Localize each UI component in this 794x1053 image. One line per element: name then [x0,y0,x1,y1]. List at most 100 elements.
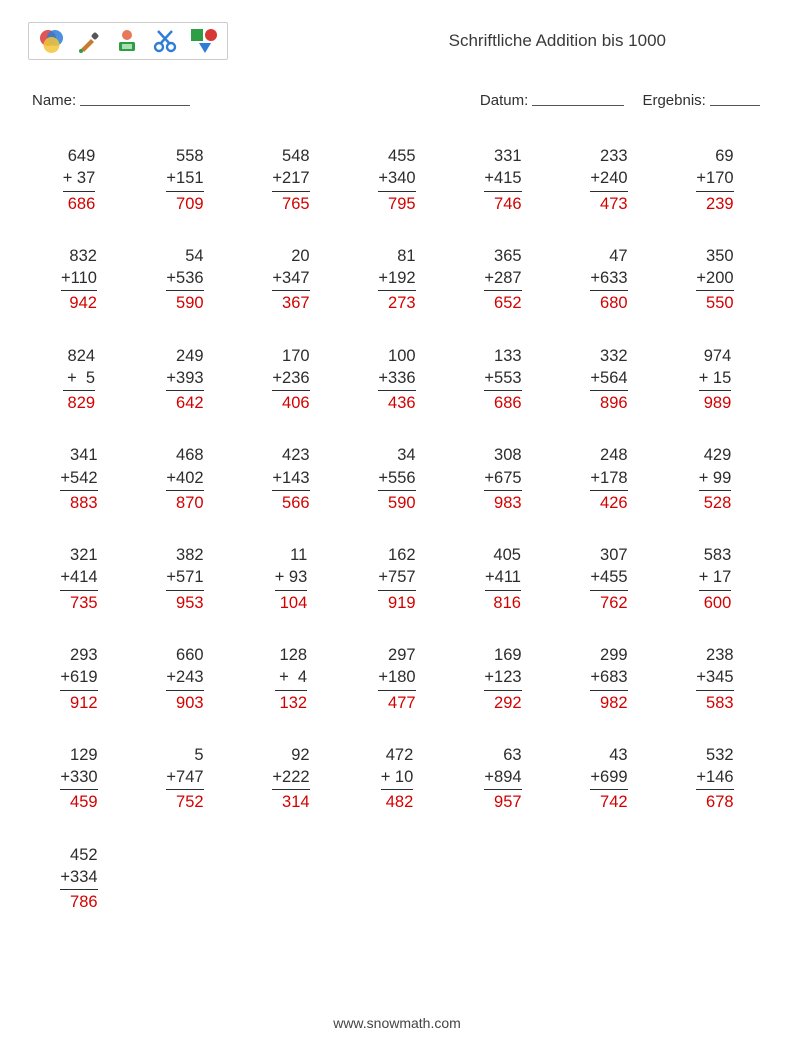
addend-bottom: +123 [484,666,521,690]
footer-url: www.snowmath.com [0,1015,794,1031]
addend-bottom: +699 [590,766,627,790]
sum-answer: 590 [378,491,415,514]
sum-answer: 652 [484,291,521,314]
addend-top: 423 [272,444,309,466]
sum-answer: 550 [696,291,733,314]
addend-top: 974 [699,345,732,367]
sum-answer: 896 [590,391,627,414]
sum-answer: 982 [590,691,627,714]
addend-top: 92 [272,744,309,766]
problem-stack: 69+170 239 [696,145,733,215]
tool-icon-box [28,22,228,60]
addend-bottom: +536 [166,267,203,291]
sum-answer: 426 [590,491,627,514]
problem-stack: 293+619 912 [60,644,97,714]
problem-stack: 452+334 786 [60,844,97,914]
addend-bottom: +757 [378,566,415,590]
sum-answer: 104 [275,591,308,614]
addend-bottom: +683 [590,666,627,690]
addend-bottom: +553 [484,367,521,391]
addition-problem: 297+180 477 [344,644,450,714]
sum-answer: 786 [60,890,97,913]
addend-top: 365 [484,245,521,267]
sum-answer: 367 [272,291,309,314]
addition-problem: 455+340 795 [344,145,450,215]
addition-problem: 365+287 652 [450,245,556,315]
addend-bottom: +192 [378,267,415,291]
addend-bottom: +455 [590,566,627,590]
addend-top: 63 [484,744,521,766]
addend-bottom: + 99 [699,467,732,491]
addend-top: 162 [378,544,415,566]
scissors-icon [151,27,179,55]
sum-answer: 482 [381,790,414,813]
addition-problem: 5+747 752 [132,744,238,814]
problem-stack: 649+ 37 686 [63,145,96,215]
sum-answer: 752 [166,790,203,813]
addend-bottom: +240 [590,167,627,191]
addend-top: 548 [272,145,309,167]
addend-bottom: +180 [378,666,415,690]
problem-stack: 63+894 957 [484,744,521,814]
sum-answer: 132 [275,691,307,714]
problem-stack: 832+110 942 [61,245,97,315]
problem-stack: 162+757 919 [378,544,415,614]
problem-stack: 429+ 99 528 [699,444,732,514]
addend-top: 100 [378,345,415,367]
addition-problem: 11+ 93 104 [238,544,344,614]
addend-top: 532 [696,744,733,766]
addition-problem: 824+ 5 829 [26,345,132,415]
sum-answer: 680 [590,291,627,314]
addend-bottom: +336 [378,367,415,391]
addition-problem: 452+334 786 [26,844,132,914]
addend-bottom: +243 [166,666,203,690]
problem-stack: 423+143 566 [272,444,309,514]
addend-bottom: +170 [696,167,733,191]
addend-top: 558 [166,145,203,167]
addend-top: 299 [590,644,627,666]
addition-problem: 332+564 896 [556,345,662,415]
problem-stack: 365+287 652 [484,245,521,315]
addition-problem: 63+894 957 [450,744,556,814]
datum-underline [532,105,624,106]
addend-top: 332 [590,345,627,367]
sum-answer: 957 [484,790,521,813]
problem-stack: 233+240 473 [590,145,627,215]
addend-top: 308 [484,444,521,466]
problem-stack: 54+536 590 [166,245,203,315]
problem-stack: 128+ 4 132 [275,644,307,714]
problem-stack: 92+222 314 [272,744,309,814]
sum-answer: 903 [166,691,203,714]
problem-stack: 468+402 870 [166,444,203,514]
problem-stack: 472+ 10 482 [381,744,414,814]
addend-bottom: +402 [166,467,203,491]
addition-problem: 307+455 762 [556,544,662,614]
addend-bottom: +334 [60,866,97,890]
problem-stack: 129+330 459 [60,744,97,814]
addend-bottom: + 4 [275,666,307,690]
addition-problem: 532+146 678 [662,744,768,814]
addend-top: 133 [484,345,521,367]
addend-bottom: +330 [60,766,97,790]
problem-stack: 341+542 883 [60,444,97,514]
addend-bottom: +542 [60,467,97,491]
addition-problem: 249+393 642 [132,345,238,415]
addend-bottom: +619 [60,666,97,690]
problem-stack: 824+ 5 829 [63,345,95,415]
addition-problem: 331+415 746 [450,145,556,215]
addend-top: 297 [378,644,415,666]
sum-answer: 709 [166,192,203,215]
sum-answer: 746 [484,192,521,215]
addition-problem: 308+675 983 [450,444,556,514]
addition-problem: 341+542 883 [26,444,132,514]
addend-top: 54 [166,245,203,267]
addend-bottom: + 17 [699,566,732,590]
problem-stack: 170+236 406 [272,345,309,415]
sum-answer: 686 [484,391,521,414]
addend-top: 452 [60,844,97,866]
addend-top: 455 [378,145,415,167]
addend-top: 583 [699,544,732,566]
sum-answer: 528 [699,491,732,514]
addend-top: 34 [378,444,415,466]
sum-answer: 566 [272,491,309,514]
